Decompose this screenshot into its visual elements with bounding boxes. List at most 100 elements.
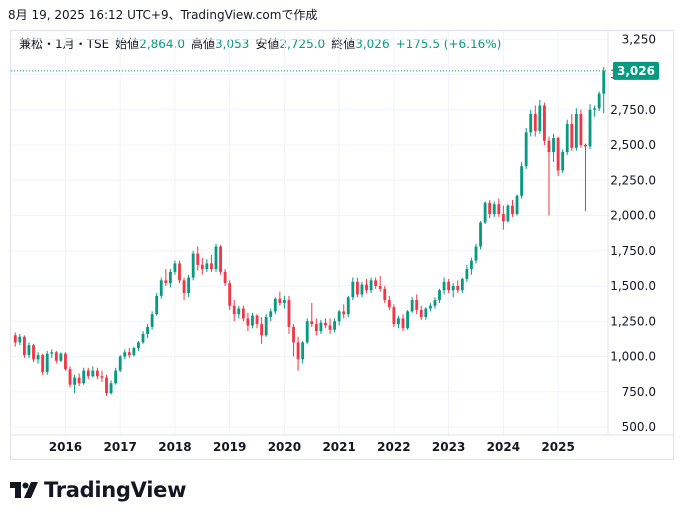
open-label: 始値 — [115, 37, 140, 51]
symbol-label: 兼松・1月・TSE — [19, 37, 110, 51]
candle-body — [59, 353, 63, 361]
candle — [114, 367, 118, 385]
candle — [515, 194, 519, 216]
candle — [387, 295, 391, 310]
candle — [433, 297, 437, 309]
candle — [32, 343, 35, 363]
candle-body — [123, 352, 127, 357]
candle-body — [155, 295, 159, 315]
candle-body — [146, 326, 149, 334]
last-price-badge — [613, 61, 659, 80]
low-value: 2,725.0 — [279, 37, 326, 51]
candle-body — [497, 204, 501, 215]
candle-body — [515, 195, 519, 215]
grid-lines — [11, 31, 608, 435]
candle-body — [520, 166, 524, 196]
candle — [287, 295, 291, 334]
tradingview-logo-text: TradingView — [44, 478, 187, 502]
x-tick-label: 2023 — [432, 440, 465, 454]
candle-body — [278, 298, 282, 303]
candle-body — [314, 324, 318, 332]
candle — [200, 257, 204, 275]
candle — [187, 274, 191, 298]
candle-body — [305, 321, 309, 343]
candle — [511, 199, 514, 217]
candle-body — [64, 353, 67, 370]
candle — [419, 305, 423, 320]
y-tick-label: 1,500.0 — [610, 279, 656, 293]
candle-body — [237, 308, 241, 315]
candle-body — [533, 113, 537, 131]
candle-body — [378, 286, 382, 289]
candle-body — [178, 263, 181, 281]
candle — [150, 311, 154, 330]
candle-body — [241, 308, 245, 319]
candle — [182, 277, 186, 301]
candle-body — [579, 113, 583, 145]
candle-body — [470, 260, 473, 270]
candle — [164, 269, 168, 286]
candle-body — [95, 370, 99, 377]
candle-body — [511, 205, 514, 215]
candle — [588, 104, 592, 150]
candle — [497, 198, 501, 217]
candle — [123, 349, 127, 360]
candle — [374, 277, 378, 289]
candle — [355, 277, 359, 298]
candle-body — [369, 280, 373, 291]
candle-body — [73, 377, 76, 385]
candle-body — [91, 370, 95, 377]
candle — [173, 260, 177, 275]
candle — [264, 314, 268, 337]
candle — [13, 332, 17, 347]
x-tick-label: 2020 — [268, 440, 301, 454]
candle — [415, 294, 419, 315]
candle-body — [374, 280, 378, 286]
candle — [346, 295, 350, 318]
candle-body — [561, 152, 565, 171]
candle — [342, 304, 346, 319]
candle-body — [273, 298, 277, 312]
candle-body — [597, 93, 601, 109]
x-tick-label: 2024 — [487, 440, 520, 454]
candles — [13, 67, 606, 396]
candlestick-chart[interactable]: 500.0 750.0 1,000.0 1,250.0 1,500.0 1,750.0 2,… — [0, 0, 684, 470]
candle — [305, 318, 309, 344]
tradingview-logo[interactable]: TradingView — [10, 478, 186, 502]
candle-body — [333, 321, 337, 330]
candle-body — [543, 105, 546, 141]
candle-body — [451, 286, 455, 291]
candle-body — [228, 283, 232, 306]
candle — [100, 370, 104, 382]
close-value: 3,026 — [355, 37, 390, 51]
candle-body — [269, 311, 273, 318]
candle — [155, 293, 159, 316]
candle-body — [538, 105, 542, 131]
candle — [360, 281, 364, 298]
candle — [219, 245, 222, 275]
candle-body — [351, 281, 355, 298]
candle — [301, 340, 305, 364]
candle-body — [41, 355, 45, 373]
candle — [593, 105, 597, 117]
candle — [442, 277, 446, 295]
candle-body — [570, 123, 574, 148]
candle — [223, 269, 227, 286]
y-tick-label: 500.0 — [622, 420, 656, 434]
candle-body — [150, 314, 154, 327]
x-tick-label: 2019 — [213, 440, 246, 454]
candle — [392, 304, 396, 327]
x-tick-label: 2018 — [158, 440, 191, 454]
candle — [529, 109, 533, 137]
candle-body — [492, 204, 496, 215]
candle — [584, 143, 587, 212]
candle — [255, 314, 259, 329]
candle-body — [324, 322, 327, 326]
candle — [118, 355, 122, 373]
candle-body — [210, 263, 213, 270]
candle — [365, 278, 368, 294]
candle-body — [365, 284, 368, 291]
y-axis: 500.0 750.0 1,000.0 1,250.0 1,500.0 1,750.0 2,… — [607, 31, 656, 435]
chart-timestamp: 8月 19, 2025 16:12 UTC+9、TradingView.comで… — [8, 8, 318, 22]
candle — [159, 277, 163, 299]
